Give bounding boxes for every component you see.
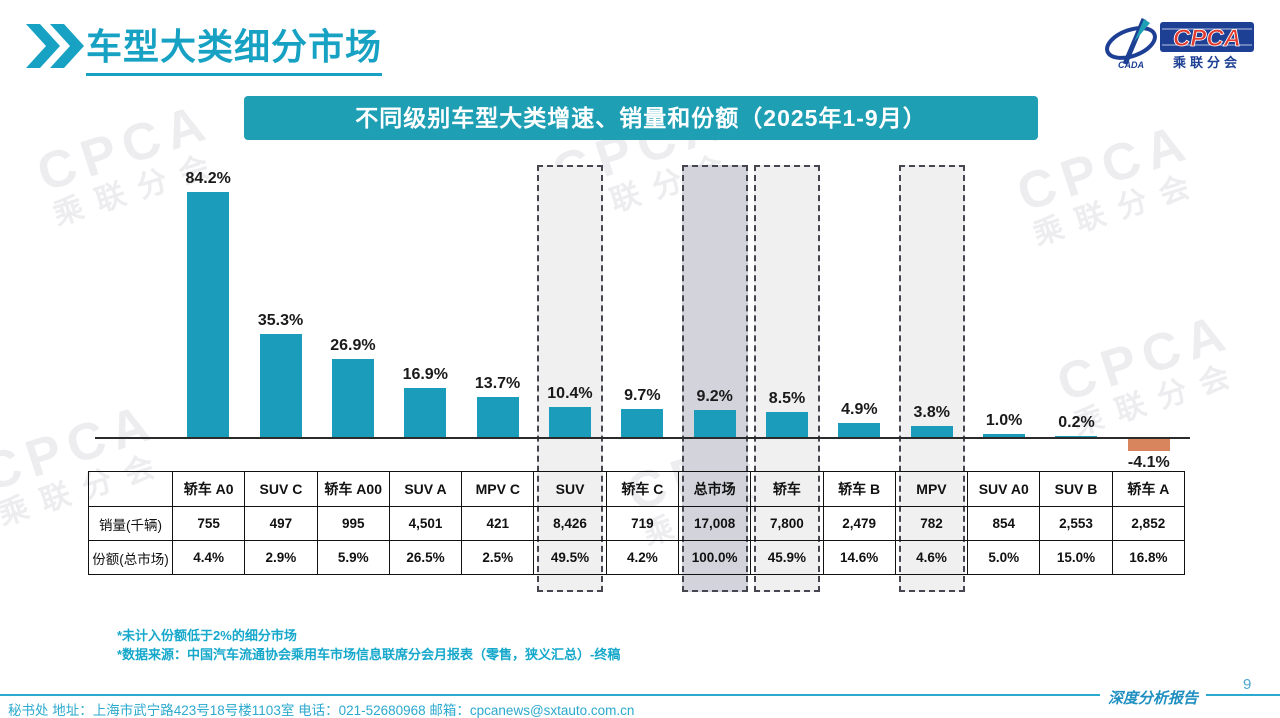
- bar-sedan-c: [621, 409, 664, 437]
- sales-cell: 8,426: [533, 506, 607, 541]
- bar-sedan: [766, 412, 809, 437]
- share-row: 份额(总市场) 4.4% 2.9% 5.9% 26.5% 2.5% 49.5% …: [88, 540, 1186, 575]
- column-header: SUV C: [244, 471, 318, 507]
- table-header-row: 轿车 A0 SUV C 轿车 A00 SUV A MPV C SUV 轿车 C …: [88, 471, 1186, 507]
- chart-title: 不同级别车型大类增速、销量和份额（2025年1-9月）: [244, 96, 1038, 140]
- bar-suv-a: [404, 388, 447, 437]
- bar-value-label: 26.9%: [330, 337, 376, 354]
- footnote-source: *数据来源：中国汽车流通协会乘用车市场信息联席分会月报表（零售，狭义汇总）-终稿: [117, 647, 621, 662]
- column-header: SUV B: [1039, 471, 1113, 507]
- bar-value-label: 84.2%: [185, 170, 231, 187]
- footer-contact-info: 秘书处 地址：上海市武宁路423号18号楼1103室 电话：021-526809…: [8, 703, 635, 718]
- cpca-subbrand-label: 乘联分会: [1172, 55, 1241, 70]
- bar-value-label: 35.3%: [257, 312, 304, 329]
- column-header: 总市场: [677, 471, 752, 507]
- bar-sedan-a00: [331, 359, 374, 437]
- bar-sedan-b: [838, 423, 881, 437]
- bar-mpv: [910, 426, 953, 437]
- bar-value-label: -4.1%: [1127, 454, 1170, 471]
- bar-suv-c: [259, 334, 302, 437]
- share-cell: 4.4%: [171, 540, 246, 575]
- x-axis-line: [95, 437, 1190, 439]
- sales-cell: 755: [171, 506, 246, 541]
- share-cell: 26.5%: [388, 540, 463, 575]
- bar-suv-b: [1055, 436, 1098, 437]
- column-header: 轿车 A00: [316, 471, 390, 507]
- footer-divider-line: [0, 694, 1280, 696]
- sales-cell: 854: [967, 506, 1041, 541]
- sales-cell: 2,852: [1111, 506, 1186, 541]
- column-header: SUV A: [388, 471, 463, 507]
- sales-row: 销量(千辆) 755 497 995 4,501 421 8,426 719 1…: [88, 506, 1186, 541]
- sales-cell: 7,800: [750, 506, 824, 541]
- bar-value-label: 8.5%: [768, 390, 806, 407]
- double-chevron-icon: [26, 24, 84, 68]
- sales-cell: 421: [461, 506, 535, 541]
- bar-value-label: 3.8%: [913, 404, 950, 421]
- bar-value-label: 10.4%: [547, 385, 593, 402]
- share-cell: 2.9%: [244, 540, 318, 575]
- column-header: 轿车 A: [1111, 471, 1186, 507]
- column-header: 轿车 C: [605, 471, 679, 507]
- share-cell: 100.0%: [677, 540, 752, 575]
- share-cell: 49.5%: [533, 540, 607, 575]
- share-cell: 5.0%: [967, 540, 1041, 575]
- cpca-logo: CADA CPCA 乘联分会: [1105, 18, 1254, 70]
- sales-cell: 4,501: [388, 506, 463, 541]
- bar-value-label: 4.9%: [841, 401, 878, 418]
- footnotes: *未计入份额低于2%的细分市场 *数据来源：中国汽车流通协会乘用车市场信息联席分…: [117, 626, 620, 664]
- column-header: 轿车 B: [822, 471, 896, 507]
- sales-cell: 2,479: [822, 506, 896, 541]
- row-label-share: 份额(总市场): [88, 540, 173, 575]
- cada-label: CADA: [1118, 60, 1144, 70]
- bar-value-label: 9.7%: [624, 387, 661, 404]
- sales-cell: 497: [244, 506, 318, 541]
- share-cell: 4.6%: [894, 540, 969, 575]
- row-label-sales: 销量(千辆): [88, 506, 173, 541]
- column-header: SUV: [533, 471, 607, 507]
- bar-value-label: 13.7%: [474, 375, 521, 392]
- bar-sedan-a0: [187, 192, 230, 437]
- sales-cell: 995: [316, 506, 390, 541]
- table-corner-cell: [88, 471, 173, 507]
- sales-cell: 2,553: [1039, 506, 1113, 541]
- share-cell: 14.6%: [822, 540, 896, 575]
- bar-value-label: 9.2%: [696, 388, 733, 405]
- share-cell: 5.9%: [316, 540, 390, 575]
- share-cell: 4.2%: [605, 540, 679, 575]
- column-header: MPV: [894, 471, 969, 507]
- column-header: SUV A0: [967, 471, 1041, 507]
- segment-data-table: 轿车 A0 SUV C 轿车 A00 SUV A MPV C SUV 轿车 C …: [88, 471, 1186, 575]
- share-cell: 15.0%: [1039, 540, 1113, 575]
- bar-total-market: [693, 410, 736, 437]
- page-title: 车型大类细分市场: [86, 18, 383, 76]
- cpca-logo-swoosh-icon: [1105, 18, 1157, 65]
- bar-sedan-a: [1127, 439, 1170, 451]
- column-header: 轿车 A0: [171, 471, 246, 507]
- bar-suv-a0: [983, 434, 1026, 437]
- bar-value-label: 1.0%: [985, 412, 1023, 429]
- report-type-label: 深度分析报告: [1100, 687, 1207, 708]
- page-number: 9: [1243, 676, 1252, 693]
- bar-value-label: 16.9%: [402, 366, 448, 383]
- column-header: MPV C: [461, 471, 535, 507]
- cpca-brand-label: CPCA: [1173, 25, 1241, 52]
- bar-suv: [548, 407, 591, 437]
- bar-value-label: 0.2%: [1058, 414, 1095, 431]
- footnote-scope: *未计入份额低于2%的细分市场: [117, 628, 297, 643]
- bar-mpv-c: [476, 397, 519, 437]
- sales-cell: 782: [894, 506, 969, 541]
- share-cell: 2.5%: [461, 540, 535, 575]
- column-header: 轿车: [750, 471, 824, 507]
- share-cell: 16.8%: [1111, 540, 1186, 575]
- sales-cell: 719: [605, 506, 679, 541]
- sales-cell: 17,008: [677, 506, 752, 541]
- share-cell: 45.9%: [750, 540, 824, 575]
